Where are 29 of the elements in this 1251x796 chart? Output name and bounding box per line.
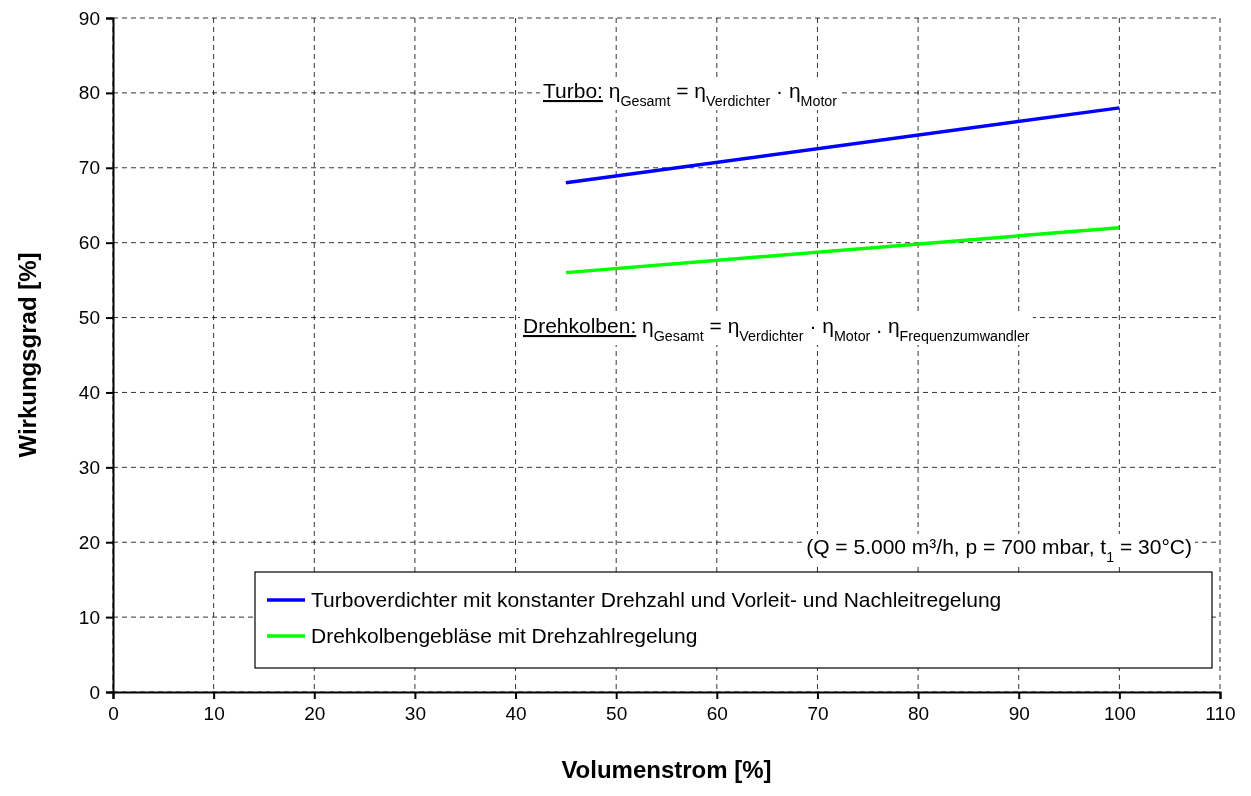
x-tick-label: 30 bbox=[404, 703, 426, 725]
y-tick-label: 80 bbox=[78, 82, 100, 104]
x-tick-label: 110 bbox=[1205, 703, 1236, 725]
x-tick-label: 10 bbox=[203, 703, 225, 725]
annotation: (Q = 5.000 m³/h, p = 700 mbar, t$_{1}$ = 30°C) bbox=[806, 535, 1192, 565]
x-tick-label: 50 bbox=[606, 703, 628, 725]
y-tick-label: 10 bbox=[78, 606, 100, 628]
x-tick-label: 80 bbox=[908, 703, 930, 725]
x-tick-label: 0 bbox=[108, 703, 119, 725]
legend-label: Drehkolbengebläse mit Drehzahlregelung bbox=[311, 624, 698, 647]
legend-label: Turboverdichter mit konstanter Drehzahl und Vorleit- und Nachleitregelung bbox=[311, 588, 1002, 611]
x-tick-label: 100 bbox=[1104, 703, 1136, 725]
y-tick-label: 60 bbox=[78, 232, 100, 254]
x-tick-label: 70 bbox=[807, 703, 829, 725]
text: Drehkolben: η$_{Gesamt}$ = η$_{Verdichter}$ · η$_{Motor}$ . η$_{Frequenzumwandler}$ bbox=[523, 314, 1030, 344]
y-tick-label: 30 bbox=[78, 456, 100, 478]
y-tick-label: 0 bbox=[89, 681, 100, 703]
y-tick-label: 50 bbox=[78, 307, 100, 329]
y-axis-title: Wirkungsgrad [%] bbox=[14, 252, 41, 458]
x-tick-label: 40 bbox=[505, 703, 527, 725]
y-tick-label: 70 bbox=[78, 157, 100, 179]
y-tick-label: 90 bbox=[78, 7, 100, 29]
y-tick-label: 40 bbox=[78, 382, 100, 404]
y-tick-label: 20 bbox=[78, 531, 100, 553]
x-axis-title: Volumenstrom [%] bbox=[561, 756, 772, 783]
annotation: Turbo: η$_{Gesamt}$ = η$_{Verdichter}$ · η$_{Motor}$ bbox=[543, 79, 838, 109]
x-tick-label: 90 bbox=[1008, 703, 1030, 725]
x-tick-label: 20 bbox=[304, 703, 326, 725]
x-tick-label: 60 bbox=[706, 703, 728, 725]
